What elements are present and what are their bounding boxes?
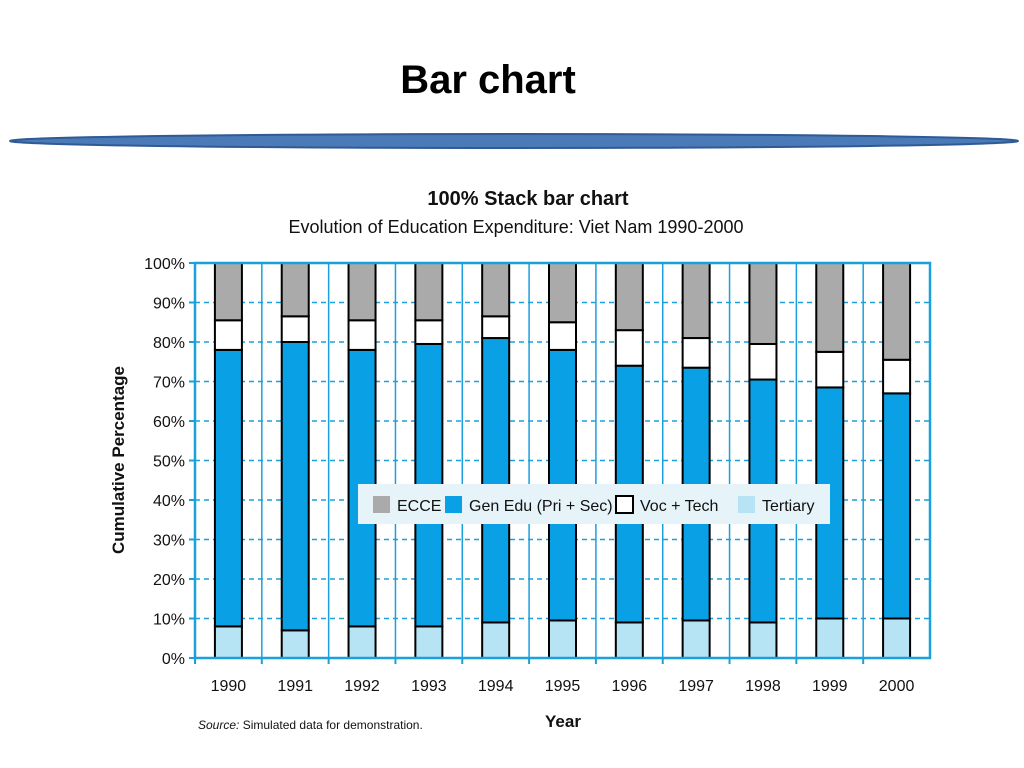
source-note: Source: Simulated data for demonstration…	[198, 718, 423, 732]
x-tick-label: 1996	[612, 678, 648, 695]
x-tick-label: 1997	[678, 678, 714, 695]
x-tick-label: 1995	[545, 678, 581, 695]
legend-label: ECCE	[397, 498, 441, 515]
bar-segment-gen-edu-pri-sec	[213, 348, 243, 628]
y-tick-label: 10%	[153, 612, 185, 629]
x-tick-label: 1994	[478, 678, 514, 695]
bar-segment-voc-tech	[882, 358, 912, 395]
slide-title: Bar chart	[400, 58, 576, 102]
legend-label: Gen Edu (Pri + Sec)	[469, 498, 613, 515]
bar-segment-tertiary	[548, 619, 577, 659]
bar-segment-tertiary	[748, 621, 778, 660]
grid-layer	[195, 263, 930, 658]
x-tick-label: 1991	[277, 678, 313, 695]
bar-segment-ecce	[748, 262, 778, 345]
bar-segment-tertiary	[280, 629, 310, 659]
chart-title: 100% Stack bar chart	[427, 188, 629, 210]
bar-segment-voc-tech	[280, 315, 310, 344]
bar-segment-gen-edu-pri-sec	[481, 337, 511, 624]
bar-segment-tertiary	[414, 625, 444, 660]
x-tick-label: 1998	[745, 678, 781, 695]
y-axis-title: Cumulative Percentage	[109, 366, 128, 554]
y-tick-label: 60%	[153, 414, 185, 431]
bar-segment-tertiary	[882, 617, 912, 659]
y-tick-label: 70%	[153, 375, 185, 392]
bar-segment-voc-tech	[614, 329, 644, 367]
bar-segment-gen-edu-pri-sec	[280, 341, 310, 632]
bar-segment-ecce	[882, 262, 912, 361]
bar-segment-ecce	[213, 262, 243, 322]
bar-segment-ecce	[681, 262, 711, 340]
legend-swatch	[445, 496, 462, 513]
y-tick-label: 50%	[153, 454, 185, 471]
bar-segment-tertiary	[681, 619, 711, 659]
y-tick-label: 20%	[153, 572, 185, 589]
bar-segment-tertiary	[815, 617, 845, 659]
bar-segment-voc-tech	[681, 337, 711, 369]
x-tick-label: 1999	[812, 678, 848, 695]
bar-segment-ecce	[347, 262, 377, 322]
bar-segment-ecce	[614, 262, 644, 332]
bar-segment-ecce	[481, 262, 511, 318]
bar-segment-voc-tech	[548, 321, 577, 351]
bar-segment-tertiary	[347, 625, 377, 660]
bar-segment-voc-tech	[815, 350, 845, 389]
legend-swatch	[738, 496, 755, 513]
bars-layer	[213, 262, 912, 660]
bar-segment-ecce	[414, 262, 444, 322]
bar-segment-voc-tech	[748, 342, 778, 381]
x-axis-title: Year	[545, 712, 581, 731]
plot-frame	[193, 261, 932, 660]
bar-segment-voc-tech	[213, 319, 243, 351]
bar-segment-ecce	[815, 262, 845, 353]
axis-layer: 0% 10% 20% 30% 40% 50% 60% 70% 80% 90% 100% 1990 199…	[144, 256, 932, 695]
source-prefix: Source:	[198, 718, 239, 732]
bar-segment-gen-edu-pri-sec	[882, 392, 912, 620]
y-tick-label: 40%	[153, 493, 185, 510]
y-tick-label: 80%	[153, 335, 185, 352]
x-tick-label: 2000	[879, 678, 915, 695]
legend-label: Tertiary	[762, 498, 814, 515]
bar-segment-voc-tech	[414, 319, 444, 345]
bar-segment-tertiary	[614, 621, 644, 660]
y-tick-label: 90%	[153, 296, 185, 313]
x-tick-label: 1990	[211, 678, 247, 695]
legend: ECCE Gen Edu (Pri + Sec) Voc + Tech Tertiar…	[358, 484, 830, 524]
bar-segment-ecce	[548, 262, 577, 324]
chart-subtitle: Evolution of Education Expenditure: Viet…	[289, 217, 744, 237]
divider-ellipse	[9, 133, 1019, 149]
y-tick-label: 0%	[162, 651, 185, 668]
bar-segment-ecce	[280, 262, 310, 318]
bar-segment-voc-tech	[481, 315, 511, 340]
legend-label: Voc + Tech	[640, 498, 718, 515]
bar-segment-tertiary	[481, 621, 511, 660]
legend-swatch	[373, 496, 390, 513]
x-tick-label: 1992	[344, 678, 380, 695]
y-tick-label: 100%	[144, 256, 185, 273]
bar-segment-tertiary	[213, 625, 243, 660]
y-tick-label: 30%	[153, 533, 185, 550]
source-body: Simulated data for demonstration.	[243, 718, 423, 732]
x-tick-label: 1993	[411, 678, 447, 695]
title-divider-bar	[9, 133, 1019, 149]
legend-swatch	[615, 495, 634, 514]
bar-segment-voc-tech	[347, 319, 377, 351]
